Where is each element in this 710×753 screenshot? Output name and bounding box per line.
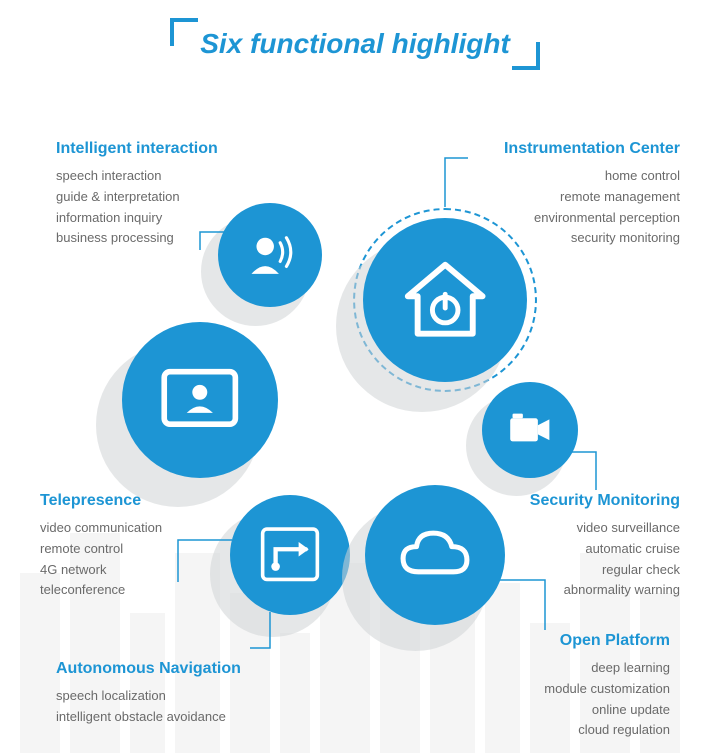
label-line: guide & interpretation: [56, 187, 236, 208]
label-line: home control: [470, 166, 680, 187]
label-line: teleconference: [40, 580, 210, 601]
label-line: speech interaction: [56, 166, 236, 187]
label-title: Autonomous Navigation: [56, 660, 286, 678]
label-lines: video communicationremote control4G netw…: [40, 518, 210, 601]
connector-line: [570, 450, 598, 492]
page-title: Six functional highlight: [200, 28, 510, 60]
label-line: business processing: [56, 228, 236, 249]
diagram-canvas: Intelligent interaction speech interactio…: [0, 0, 710, 753]
label-line: video communication: [40, 518, 210, 539]
cloud-icon: [393, 513, 477, 597]
label-line: online update: [480, 700, 670, 721]
label-instrumentation-center: Instrumentation Center home controlremote…: [470, 140, 680, 249]
label-line: 4G network: [40, 560, 210, 581]
label-telepresence: Telepresence video communicationremote co…: [40, 492, 210, 601]
connector-line: [248, 610, 272, 650]
screen-person-icon: [153, 353, 247, 447]
title-bracket: Six functional highlight: [170, 18, 540, 70]
label-open-platform: Open Platform deep learningmodule customi…: [480, 632, 670, 741]
node-security_monitoring: [482, 382, 578, 478]
label-line: intelligent obstacle avoidance: [56, 707, 286, 728]
label-line: abnormality warning: [490, 580, 680, 601]
label-autonomous-navigation: Autonomous Navigation speech localization…: [56, 660, 286, 728]
label-line: module customization: [480, 679, 670, 700]
label-intelligent-interaction: Intelligent interaction speech interactio…: [56, 140, 236, 249]
label-line: information inquiry: [56, 208, 236, 229]
node-telepresence: [122, 322, 278, 478]
label-line: automatic cruise: [490, 539, 680, 560]
label-title: Intelligent interaction: [56, 140, 236, 158]
connector-line: [443, 156, 470, 209]
label-title: Open Platform: [480, 632, 670, 650]
speak-icon: [239, 224, 301, 286]
label-lines: video surveillanceautomatic cruiseregula…: [490, 518, 680, 601]
label-title: Instrumentation Center: [470, 140, 680, 158]
label-lines: home controlremote managementenvironment…: [470, 166, 680, 249]
label-line: environmental perception: [470, 208, 680, 229]
label-line: security monitoring: [470, 228, 680, 249]
camera-icon: [501, 401, 559, 459]
label-line: remote management: [470, 187, 680, 208]
label-line: video surveillance: [490, 518, 680, 539]
label-line: regular check: [490, 560, 680, 581]
label-security-monitoring: Security Monitoring video surveillanceaut…: [490, 492, 680, 601]
node-autonomous_navigation: [230, 495, 350, 615]
title-container: Six functional highlight: [0, 18, 710, 70]
label-line: speech localization: [56, 686, 286, 707]
nav-arrow-icon: [254, 519, 326, 591]
label-title: Security Monitoring: [490, 492, 680, 510]
label-line: cloud regulation: [480, 720, 670, 741]
label-line: deep learning: [480, 658, 670, 679]
label-lines: speech localizationintelligent obstacle …: [56, 686, 286, 728]
home-power-icon: [396, 251, 494, 349]
label-lines: deep learningmodule customizationonline …: [480, 658, 670, 741]
node-open_platform: [365, 485, 505, 625]
label-title: Telepresence: [40, 492, 210, 510]
label-lines: speech interactionguide & interpretation…: [56, 166, 236, 249]
label-line: remote control: [40, 539, 210, 560]
